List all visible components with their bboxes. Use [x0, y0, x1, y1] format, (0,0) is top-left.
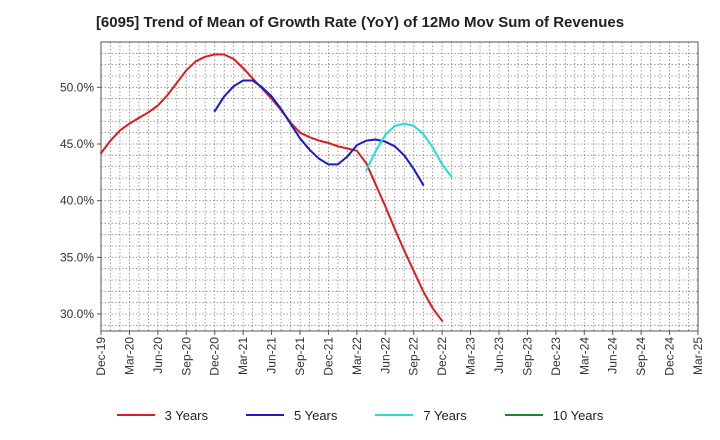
x-tick-label: Mar-20: [122, 337, 136, 375]
legend-swatch-3-years: [116, 414, 155, 416]
x-tick-label: Jun-20: [151, 337, 165, 374]
x-tick-label: Mar-21: [236, 337, 250, 375]
legend-swatch-7-years: [375, 414, 414, 416]
x-tick-label: Jun-21: [265, 337, 279, 374]
y-tick-label: 40.0%: [60, 194, 94, 208]
legend-item-7-years: 7 Years: [375, 404, 467, 426]
legend-item-10-years: 10 Years: [504, 404, 604, 426]
plot-area: [101, 42, 698, 331]
x-tick-label: Jun-23: [492, 337, 506, 374]
x-tick-label: Mar-23: [464, 337, 478, 375]
legend-swatch-5-years: [246, 414, 284, 416]
plot-frame: [100, 41, 699, 332]
x-tick-label: Jun-24: [606, 337, 620, 374]
legend-swatch-10-years: [504, 414, 543, 416]
x-tick-label: Sep-21: [293, 337, 307, 376]
x-tick-label: Dec-22: [435, 337, 449, 376]
x-tick-label: Sep-24: [634, 337, 648, 376]
x-tick-label: Sep-20: [179, 337, 193, 376]
legend-item-3-years: 3 Years: [116, 404, 208, 426]
legend-label-7-years: 7 Years: [423, 407, 467, 423]
y-tick-label: 30.0%: [60, 307, 94, 321]
x-tick-label: Sep-22: [407, 337, 421, 376]
x-tick-label: Dec-19: [94, 337, 108, 376]
x-tick-label: Mar-25: [691, 337, 705, 375]
chart-legend: 3 Years 5 Years 7 Years 10 Years: [0, 404, 720, 426]
legend-item-5-years: 5 Years: [246, 404, 337, 426]
y-tick-label: 35.0%: [60, 250, 94, 264]
chart-title: [6095] Trend of Mean of Growth Rate (YoY…: [95, 14, 625, 31]
x-tick-label: Mar-22: [350, 337, 364, 375]
x-tick-label: Dec-23: [549, 337, 563, 376]
series-line-5-years: [213, 79, 425, 186]
y-tick-label: 45.0%: [60, 137, 94, 151]
legend-label-3-years: 3 Years: [164, 407, 208, 423]
x-tick-label: Jun-22: [378, 337, 392, 374]
legend-label-5-years: 5 Years: [294, 407, 338, 423]
x-tick-label: Dec-20: [208, 337, 222, 376]
x-tick-label: Mar-24: [577, 337, 591, 375]
series-line-7-years: [365, 122, 453, 178]
x-tick-label: Sep-23: [520, 337, 534, 376]
y-tick-label: 50.0%: [60, 80, 94, 94]
x-tick-label: Dec-21: [321, 337, 335, 376]
series-line-3-years: [100, 53, 444, 322]
legend-label-10-years: 10 Years: [552, 407, 604, 423]
x-tick-label: Dec-24: [663, 337, 677, 376]
